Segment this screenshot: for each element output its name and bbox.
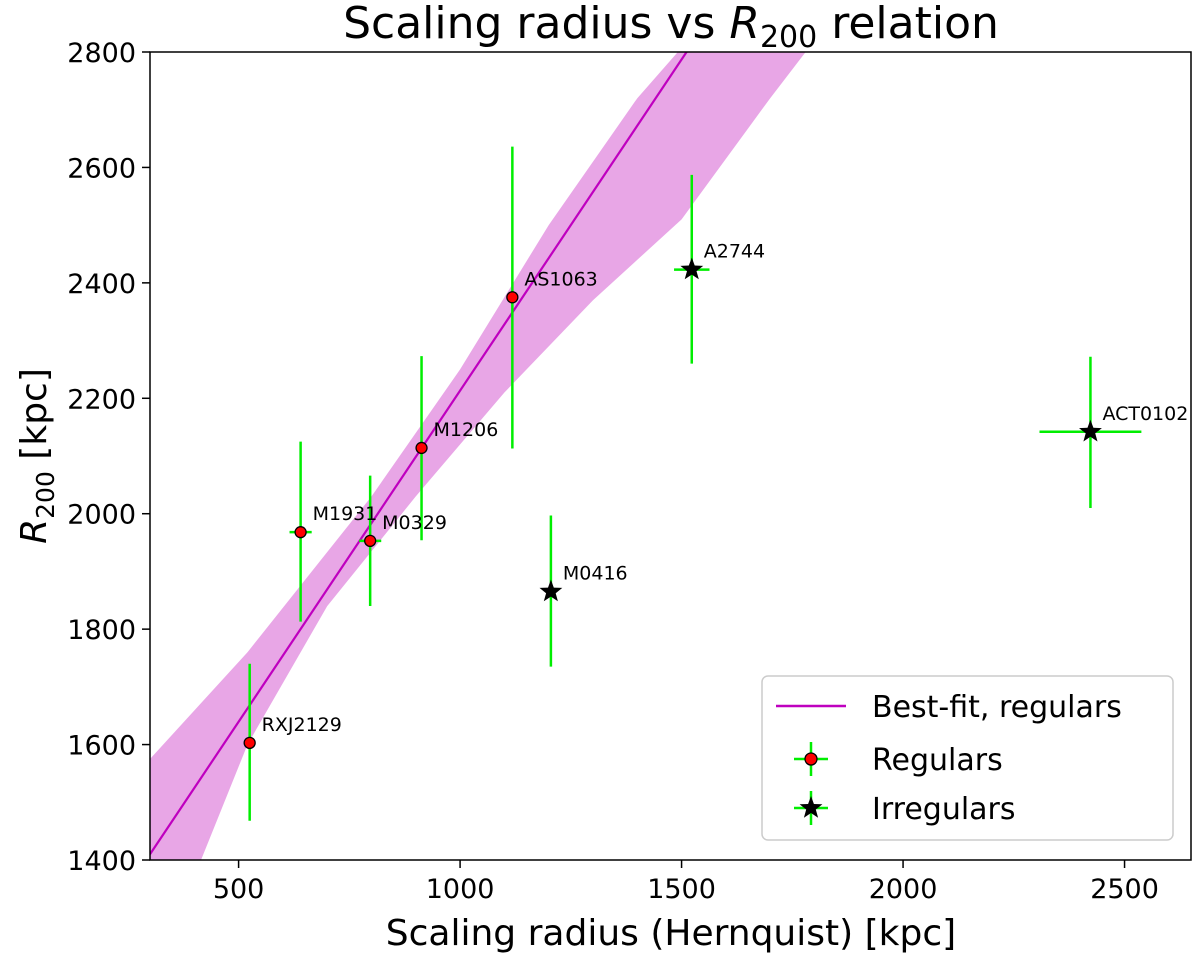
marker-regulars [364, 534, 377, 547]
chart-title-subscript: 200 [760, 20, 817, 55]
point-labels: RXJ2129 M1931 M0329 M1206 AS1063 M0416 A2744 AC… [262, 241, 1189, 736]
legend-swatch-regulars-marker [804, 752, 818, 766]
y-axis-label-symbol: R [14, 519, 55, 544]
marker-regulars [415, 441, 428, 455]
data-point-m0416 [539, 515, 563, 667]
marker-irregulars [680, 257, 704, 280]
legend-swatch-irregulars-marker [799, 796, 823, 818]
point-label-m0416: M0416 [563, 563, 628, 585]
point-label-m0329: M0329 [382, 512, 447, 534]
y-axis-label: R200 [kpc] [14, 368, 60, 544]
y-tick-label: 2000 [67, 500, 136, 531]
point-label-as1063: AS1063 [524, 268, 597, 290]
y-axis-label-suffix: [kpc] [14, 368, 55, 471]
y-tick-label: 1800 [67, 615, 136, 646]
confidence-band [150, 52, 806, 860]
x-axis-label: Scaling radius (Hernquist) [kpc] [386, 913, 956, 953]
data-point-m0329 [359, 475, 382, 607]
legend-label-best-fit: Best-fit, regulars [872, 690, 1122, 725]
point-label-a2744: A2744 [704, 241, 765, 263]
data-point-m1206 [415, 356, 428, 541]
legend-label-regulars: Regulars [872, 743, 1003, 778]
x-tick-label: 1500 [647, 874, 716, 905]
data-point-rxj2129 [243, 663, 256, 821]
chart-title-prefix: Scaling radius vs [343, 0, 729, 49]
y-tick-label: 2800 [67, 38, 136, 69]
y-tick-label: 1600 [67, 731, 136, 762]
point-label-act0102: ACT0102 [1102, 403, 1188, 425]
marker-irregulars [539, 579, 563, 602]
point-label-rxj2129: RXJ2129 [262, 714, 342, 736]
x-axis-ticks: 500 1000 1500 2000 2500 [213, 860, 1159, 905]
x-tick-label: 1000 [426, 874, 495, 905]
data-points [243, 146, 1142, 821]
point-label-m1206: M1206 [434, 419, 499, 441]
data-point-m1931 [289, 441, 312, 622]
x-tick-label: 2000 [869, 874, 938, 905]
chart-title: Scaling radius vs R200 relation [343, 0, 999, 55]
marker-regulars [294, 526, 307, 539]
x-tick-label: 2500 [1090, 874, 1159, 905]
data-point-a2744 [674, 174, 710, 364]
y-tick-label: 2200 [67, 384, 136, 415]
marker-regulars [506, 291, 519, 304]
legend-label-irregulars: Irregulars [872, 792, 1016, 827]
y-tick-label: 2400 [67, 269, 136, 300]
data-point-act0102 [1039, 356, 1142, 508]
y-tick-label: 1400 [67, 846, 136, 877]
y-axis-label-subscript: 200 [31, 471, 60, 519]
y-axis-ticks: 1400 1600 1800 2000 2200 2400 2600 2800 [67, 38, 150, 877]
axes-frame [149, 51, 1192, 861]
chart-title-suffix: relation [817, 0, 999, 49]
y-tick-label: 2600 [67, 153, 136, 184]
marker-regulars [243, 736, 256, 749]
legend: Best-fit, regulars Regulars Irregulars [761, 675, 1174, 841]
x-tick-label: 500 [213, 874, 265, 905]
legend-box [761, 675, 1174, 841]
point-label-m1931: M1931 [313, 503, 378, 525]
chart-title-symbol: R [729, 0, 760, 49]
marker-irregulars [1079, 419, 1102, 442]
data-point-as1063 [506, 146, 519, 449]
